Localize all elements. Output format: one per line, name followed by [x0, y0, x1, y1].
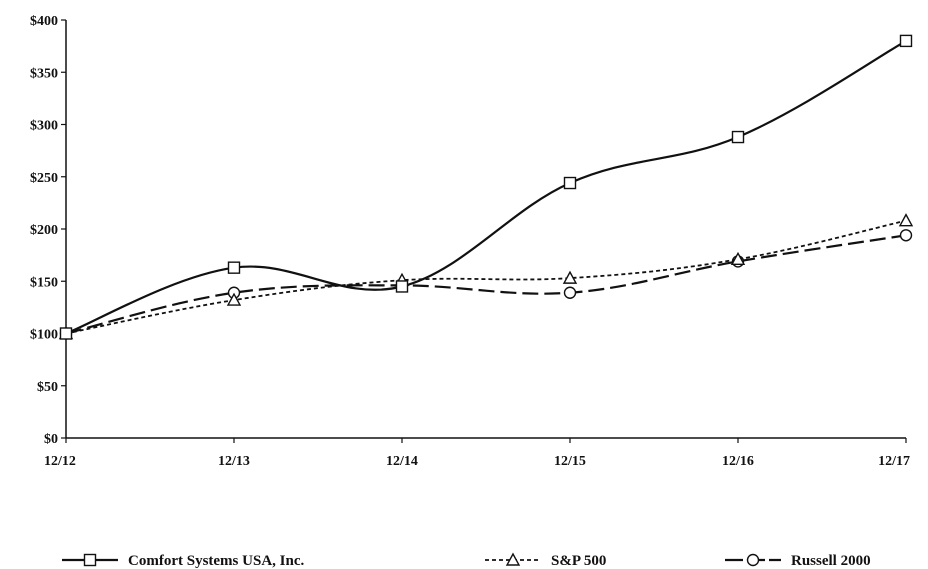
data-point-triangle — [730, 251, 746, 266]
legend-item: S&P 500 — [485, 552, 606, 569]
legend-label: Russell 2000 — [791, 553, 871, 569]
x-tick-label: 12/16 — [722, 454, 754, 469]
axes: $0 $50 $100 $150 $200 $250 $300 $350 $400 12/12 12… — [30, 14, 910, 469]
y-tick-label: $250 — [30, 171, 58, 186]
legend-item: Comfort Systems USA, Inc. — [62, 553, 304, 569]
x-tick-label: 12/13 — [218, 454, 250, 469]
y-tick-label: $300 — [30, 119, 58, 134]
y-tick-label: $200 — [30, 223, 58, 238]
data-point-square — [395, 280, 409, 293]
y-tick-label: $100 — [30, 328, 58, 343]
x-tick-label: 12/17 — [878, 454, 910, 469]
data-point-triangle — [226, 292, 242, 306]
data-point-square — [563, 176, 577, 190]
y-tick-label: $50 — [37, 380, 58, 395]
x-tick-label: 12/12 — [44, 454, 76, 469]
legend-marker-triangle — [505, 552, 521, 566]
data-point-square — [227, 261, 241, 274]
series-triangle — [58, 213, 914, 340]
x-tick-label: 12/15 — [554, 454, 586, 469]
series-line — [65, 39, 907, 335]
y-tick-label: $350 — [30, 66, 58, 81]
data-point-triangle — [562, 270, 578, 284]
y-tick-label: $400 — [30, 14, 58, 29]
legend-label: S&P 500 — [551, 553, 606, 569]
legend-marker-square — [83, 553, 97, 567]
data-point-circle — [563, 286, 577, 299]
series-square — [59, 34, 913, 340]
data-point-triangle — [898, 213, 914, 227]
data-point-square — [59, 327, 73, 340]
legend: Comfort Systems USA, Inc. S&P 500 Russell … — [62, 552, 871, 569]
data-point-square — [731, 130, 745, 144]
series-line — [65, 219, 907, 335]
data-point-square — [899, 34, 913, 48]
legend-item: Russell 2000 — [725, 553, 871, 569]
y-tick-label: $0 — [44, 432, 58, 447]
y-tick-label: $150 — [30, 275, 58, 290]
legend-label: Comfort Systems USA, Inc. — [128, 553, 304, 569]
series-layer — [58, 34, 914, 340]
legend-marker-circle — [746, 553, 760, 567]
series-line — [65, 234, 907, 335]
x-tick-label: 12/14 — [386, 454, 418, 469]
series-circle — [59, 229, 913, 340]
data-point-circle — [899, 229, 913, 242]
